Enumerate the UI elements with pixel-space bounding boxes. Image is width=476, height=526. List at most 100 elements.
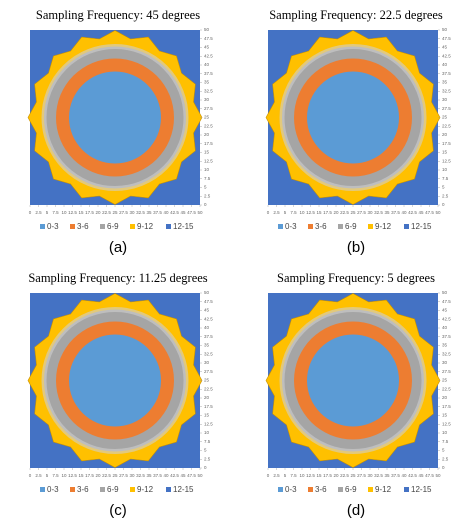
- x-tick-label: 15: [78, 473, 84, 478]
- y-tick-label: 5: [204, 448, 207, 453]
- legend-label: 12-15: [173, 222, 194, 231]
- x-tick-label: 50: [197, 473, 203, 478]
- contour-band: [307, 335, 399, 427]
- legend-label: 6-9: [107, 222, 119, 231]
- x-tick-label: 42.5: [170, 473, 179, 478]
- y-tick-label: 15: [442, 413, 448, 418]
- x-tick-label: 27.5: [357, 210, 366, 215]
- y-tick-label: 7.5: [204, 439, 211, 444]
- y-tick-label: 45: [442, 308, 448, 313]
- legend-label: 0-3: [47, 485, 59, 494]
- y-tick-label: 25: [442, 378, 448, 383]
- y-tick-label: 25: [204, 115, 210, 120]
- y-tick-label: 2.5: [442, 456, 449, 461]
- x-tick-label: 42.5: [408, 210, 417, 215]
- x-tick-label: 7.5: [52, 210, 59, 215]
- y-tick-label: 22.5: [442, 123, 451, 128]
- x-tick-label: 15: [316, 473, 322, 478]
- panel-label: (b): [347, 239, 365, 256]
- y-tick-label: 7.5: [442, 439, 449, 444]
- y-tick-label: 50: [442, 27, 448, 32]
- legend-swatch: [338, 487, 343, 492]
- legend-label: 3-6: [77, 485, 89, 494]
- y-tick-label: 32.5: [442, 88, 451, 93]
- x-tick-label: 32.5: [374, 210, 383, 215]
- legend-swatch: [278, 224, 283, 229]
- y-tick-label: 30: [204, 360, 210, 365]
- figure: Sampling Frequency: 45 degrees02.557.510…: [0, 0, 476, 526]
- x-tick-label: 47.5: [425, 473, 434, 478]
- y-tick-label: 50: [204, 290, 210, 295]
- legend-swatch: [278, 487, 283, 492]
- y-tick-label: 35: [442, 80, 448, 85]
- y-tick-label: 47.5: [204, 299, 213, 304]
- x-tick-label: 10: [61, 210, 67, 215]
- legend-label: 6-9: [107, 485, 119, 494]
- y-tick-label: 2.5: [204, 193, 211, 198]
- x-tick-label: 25: [350, 210, 356, 215]
- y-tick-label: 37.5: [442, 71, 451, 76]
- legend-swatch: [338, 224, 343, 229]
- legend-swatch: [100, 224, 105, 229]
- x-tick-label: 17.5: [85, 473, 94, 478]
- y-tick-label: 12.5: [204, 421, 213, 426]
- y-tick-label: 25: [204, 378, 210, 383]
- x-tick-label: 7.5: [290, 473, 297, 478]
- x-tick-label: 17.5: [85, 210, 94, 215]
- x-tick-label: 50: [435, 210, 441, 215]
- x-tick-label: 5: [284, 210, 287, 215]
- x-tick-label: 22.5: [102, 473, 111, 478]
- x-tick-label: 37.5: [153, 210, 162, 215]
- y-tick-label: 22.5: [204, 123, 213, 128]
- x-tick-label: 37.5: [153, 473, 162, 478]
- legend-swatch: [368, 487, 373, 492]
- y-tick-label: 37.5: [442, 334, 451, 339]
- y-tick-label: 25: [442, 115, 448, 120]
- x-tick-label: 32.5: [136, 473, 145, 478]
- y-tick-label: 7.5: [204, 176, 211, 181]
- x-tick-label: 22.5: [102, 210, 111, 215]
- y-tick-label: 35: [442, 343, 448, 348]
- y-tick-label: 5: [442, 185, 445, 190]
- chart-title: Sampling Frequency: 5 degrees: [277, 271, 435, 285]
- chart-title: Sampling Frequency: 11.25 degrees: [28, 271, 207, 285]
- y-tick-label: 15: [204, 150, 210, 155]
- y-tick-label: 12.5: [204, 158, 213, 163]
- y-tick-label: 20: [204, 132, 210, 137]
- y-tick-label: 40: [442, 325, 448, 330]
- panel-label: (d): [347, 502, 365, 519]
- legend-label: 9-12: [137, 485, 154, 494]
- y-tick-label: 32.5: [442, 351, 451, 356]
- y-tick-label: 22.5: [442, 386, 451, 391]
- x-tick-label: 2.5: [35, 210, 42, 215]
- y-tick-label: 47.5: [442, 36, 451, 41]
- legend-swatch: [70, 487, 75, 492]
- y-tick-label: 20: [442, 132, 448, 137]
- y-tick-label: 30: [442, 360, 448, 365]
- legend-swatch: [404, 224, 409, 229]
- legend-label: 9-12: [375, 222, 392, 231]
- y-tick-label: 10: [204, 430, 210, 435]
- legend-label: 12-15: [411, 222, 432, 231]
- panel-label: (a): [109, 239, 127, 256]
- chart-panel: Sampling Frequency: 11.25 degrees02.557.…: [28, 271, 213, 519]
- y-tick-label: 50: [442, 290, 448, 295]
- x-tick-label: 40: [163, 473, 169, 478]
- x-tick-label: 27.5: [119, 473, 128, 478]
- y-tick-label: 37.5: [204, 71, 213, 76]
- x-tick-label: 0: [267, 473, 270, 478]
- x-tick-label: 45: [180, 210, 186, 215]
- y-tick-label: 7.5: [442, 176, 449, 181]
- x-tick-label: 40: [401, 473, 407, 478]
- chart-title: Sampling Frequency: 22.5 degrees: [269, 8, 443, 22]
- y-tick-label: 32.5: [204, 88, 213, 93]
- chart-title: Sampling Frequency: 45 degrees: [36, 8, 200, 22]
- legend-label: 6-9: [345, 222, 357, 231]
- x-tick-label: 0: [29, 473, 32, 478]
- x-tick-label: 47.5: [425, 210, 434, 215]
- x-tick-label: 30: [129, 473, 135, 478]
- x-tick-label: 5: [46, 210, 49, 215]
- legend-swatch: [100, 487, 105, 492]
- x-tick-label: 42.5: [170, 210, 179, 215]
- x-tick-label: 15: [316, 210, 322, 215]
